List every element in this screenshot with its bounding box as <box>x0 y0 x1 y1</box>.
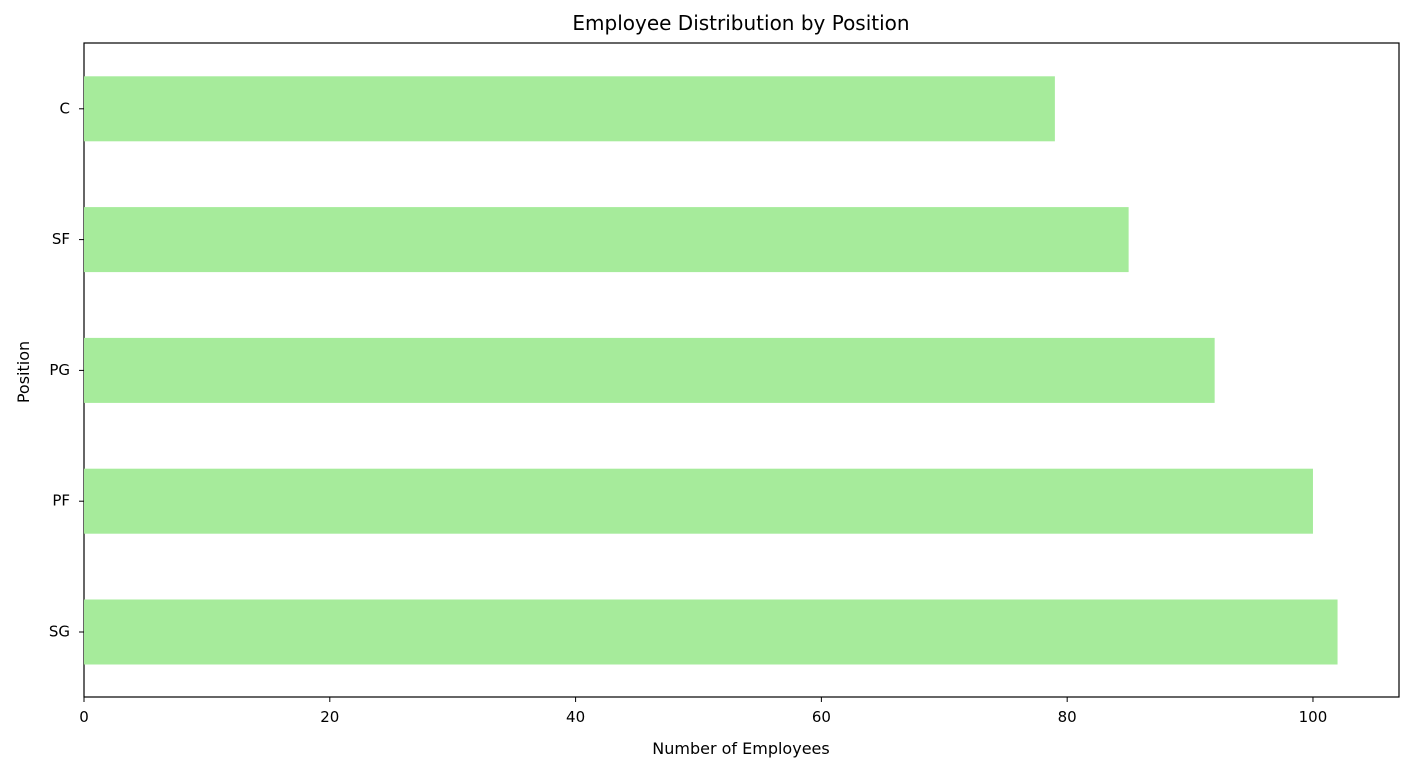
bar-sg <box>84 599 1338 665</box>
y-axis-label: Position <box>14 341 33 403</box>
x-tick-label-20: 20 <box>320 708 339 726</box>
bar-pf <box>84 468 1313 534</box>
y-tick-label-pg: PG <box>49 361 70 379</box>
x-axis-ticks: 0 20 40 60 80 100 <box>79 697 1327 726</box>
y-tick-label-pf: PF <box>52 492 70 510</box>
bar-sf <box>84 207 1129 273</box>
x-tick-label-80: 80 <box>1058 708 1077 726</box>
y-tick-label-c: C <box>60 99 70 117</box>
x-tick-label-100: 100 <box>1299 708 1328 726</box>
chart-title: Employee Distribution by Position <box>572 11 909 35</box>
bars-layer <box>84 76 1338 665</box>
x-tick-label-40: 40 <box>566 708 585 726</box>
y-tick-label-sf: SF <box>52 230 70 248</box>
bar-c <box>84 76 1055 142</box>
y-tick-label-sg: SG <box>49 623 70 641</box>
x-axis-label: Number of Employees <box>652 739 829 758</box>
y-axis-ticks: SG PF PG SF C <box>49 99 84 641</box>
x-tick-label-0: 0 <box>79 708 89 726</box>
bar-pg <box>84 337 1215 403</box>
x-tick-label-60: 60 <box>812 708 831 726</box>
